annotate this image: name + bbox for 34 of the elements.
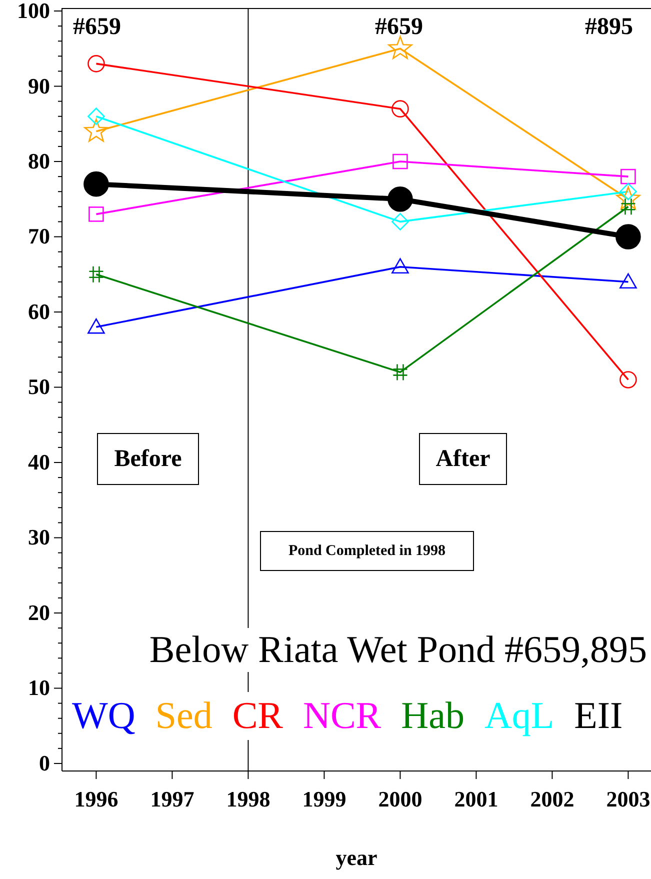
x-tick-label: 1996	[74, 786, 118, 812]
y-tick-label: 10	[28, 675, 50, 700]
text: Hab	[401, 692, 464, 740]
x-tick-label: 2002	[530, 786, 574, 812]
y-tick-label: 80	[28, 148, 50, 174]
x-tick-label: 1998	[226, 786, 270, 812]
annotation: Before	[97, 433, 199, 485]
y-tick-label: 20	[28, 600, 50, 625]
y-tick-label: 0	[39, 750, 50, 776]
annotation: #895	[584, 12, 634, 42]
y-tick-label: 70	[28, 224, 50, 249]
text: WQ	[72, 692, 136, 740]
y-tick-label: 30	[28, 524, 50, 550]
y-tick-label: 90	[28, 73, 50, 98]
y-tick-label: 100	[17, 0, 50, 24]
x-tick-label: 1997	[150, 786, 194, 812]
text: EII	[574, 692, 623, 740]
y-tick-label: 60	[28, 298, 50, 324]
x-axis-title: year	[336, 845, 378, 870]
annotation: Pond Completed in 1998	[260, 531, 474, 571]
x-tick-label: 2001	[454, 786, 498, 812]
y-tick-label: 40	[28, 449, 50, 474]
annotation: #659	[72, 12, 122, 42]
x-tick-label: 1999	[302, 786, 346, 812]
annotation: #659	[374, 12, 424, 42]
x-tick-label: 2003	[606, 786, 650, 812]
text: Sed	[155, 692, 212, 740]
text: CR	[232, 692, 284, 740]
y-tick-label: 50	[28, 374, 50, 400]
text: AqL	[484, 692, 554, 740]
text: NCR	[303, 692, 382, 740]
annotation: After	[419, 433, 507, 485]
text: Below Riata Wet Pond #659,895	[149, 628, 647, 672]
x-tick-label: 2000	[378, 786, 422, 812]
